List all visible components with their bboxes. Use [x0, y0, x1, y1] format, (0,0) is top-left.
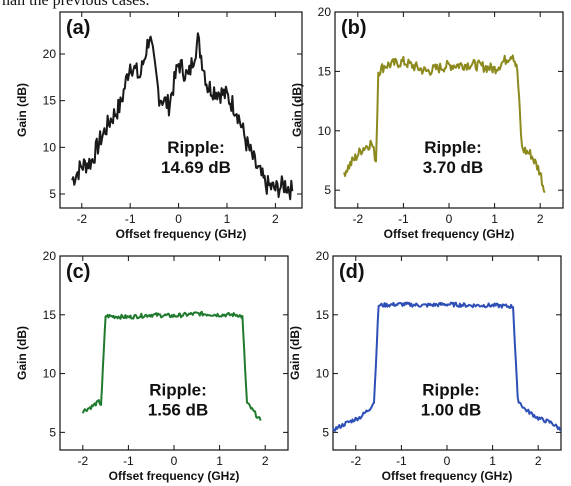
y-tick-label: 10 [43, 367, 57, 381]
y-tick-label: 15 [318, 64, 332, 78]
y-axis-label: Gain (dB) [288, 326, 302, 380]
y-tick-label: 5 [324, 183, 331, 197]
y-tick-label: 10 [316, 367, 330, 381]
ripple-value-d: 1.00 dB [421, 401, 481, 420]
x-tick-label: 1 [489, 454, 496, 468]
x-tick-label: 0 [444, 454, 451, 468]
y-axis-label: Gain (dB) [15, 83, 29, 137]
ripple-label-d: Ripple: [422, 381, 480, 400]
ripple-label-b: Ripple: [424, 138, 482, 157]
x-tick-label: -1 [123, 454, 134, 468]
y-tick-label: 20 [318, 5, 332, 19]
x-tick-label: 1 [224, 212, 231, 226]
gain-trace-b [343, 54, 546, 194]
y-tick-label: 15 [43, 94, 57, 108]
y-axis-label: Gain (dB) [15, 326, 29, 380]
x-tick-label: -2 [77, 454, 88, 468]
ripple-label-c: Ripple: [149, 381, 207, 400]
x-tick-label: 2 [262, 454, 269, 468]
ripple-label-a: Ripple: [167, 138, 225, 157]
y-tick-label: 5 [49, 187, 56, 201]
x-tick-label: -1 [398, 212, 409, 226]
y-tick-label: 15 [316, 308, 330, 322]
y-tick-label: 5 [49, 425, 56, 439]
x-axis-label: Offset frequency (GHz) [116, 227, 247, 241]
x-axis-label: Offset frequency (GHz) [109, 469, 240, 483]
plot-frame-a [59, 11, 303, 209]
x-tick-label: 2 [272, 212, 279, 226]
x-axis-label: Offset frequency (GHz) [384, 227, 515, 241]
x-tick-label: 2 [537, 212, 544, 226]
x-tick-label: -1 [396, 454, 407, 468]
caption-fragment: han the previous cases. [2, 0, 150, 9]
x-tick-label: -1 [125, 212, 136, 226]
y-tick-label: 15 [43, 308, 57, 322]
x-axis-label: Offset frequency (GHz) [382, 469, 513, 483]
panel-label-b: (b) [341, 17, 367, 39]
panel-label-a: (a) [66, 17, 90, 39]
x-tick-label: -2 [76, 212, 87, 226]
panel-label-c: (c) [66, 261, 90, 283]
plot-frame-d [332, 255, 562, 451]
x-tick-label: -2 [352, 212, 363, 226]
x-tick-label: 1 [216, 454, 223, 468]
plot-frame-b [334, 11, 564, 209]
ripple-value-b: 3.70 dB [423, 158, 483, 177]
x-tick-label: 0 [171, 454, 178, 468]
x-tick-label: 2 [535, 454, 542, 468]
x-tick-label: -2 [350, 454, 361, 468]
panel-label-d: (d) [339, 261, 365, 283]
x-tick-label: 1 [491, 212, 498, 226]
ripple-value-c: 1.56 dB [148, 401, 208, 420]
y-tick-label: 10 [318, 124, 332, 138]
gain-trace-c [81, 310, 262, 421]
x-tick-label: 0 [446, 212, 453, 226]
y-axis-label: Gain (dB) [290, 83, 304, 137]
y-tick-label: 20 [43, 47, 57, 61]
x-tick-label: 0 [175, 212, 182, 226]
gain-trace-a [71, 32, 294, 201]
y-tick-label: 5 [322, 425, 329, 439]
ripple-value-a: 14.69 dB [161, 158, 231, 177]
y-tick-label: 20 [316, 249, 330, 263]
gain-trace-d [332, 301, 562, 432]
y-tick-label: 10 [43, 140, 57, 154]
y-tick-label: 20 [43, 249, 57, 263]
plot-frame-c [59, 255, 289, 451]
